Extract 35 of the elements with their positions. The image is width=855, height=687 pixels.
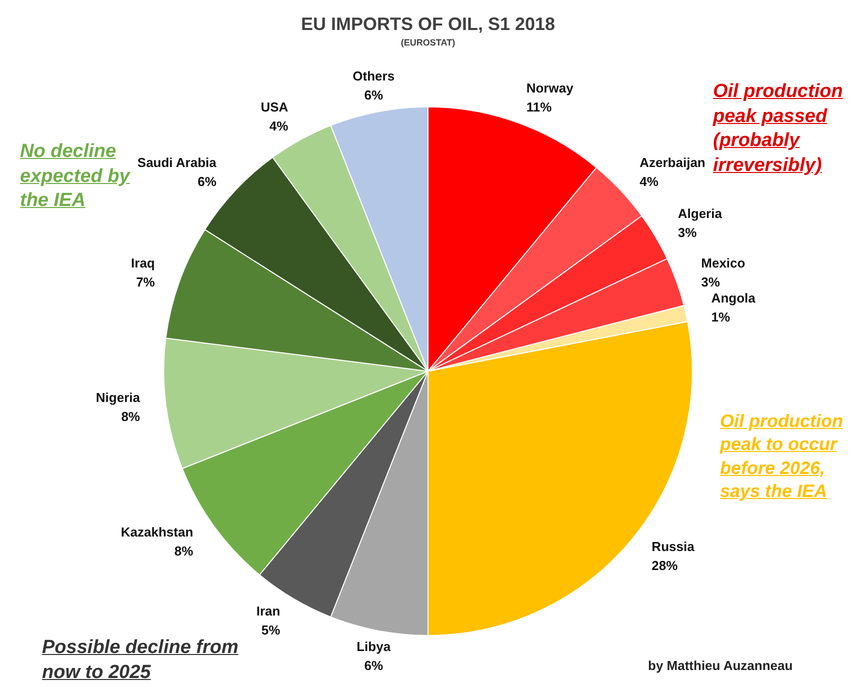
slice-label: Norway [526,80,574,96]
slice-label: Kazakhstan [120,524,194,540]
data-label: 3% [701,274,720,290]
data-label: 6% [364,658,384,673]
slice-label: Others [352,68,395,84]
data-label: 4% [640,174,659,190]
slice-label: Iraq [131,255,155,270]
slice-label: Algeria [678,206,723,222]
text: Oil production peak to occur before 2026, says the IEA [720,410,844,504]
data-label: 8% [174,543,194,558]
data-label: 8% [121,409,140,424]
text: Oil production peak passed (probably irreversibly) [713,80,844,178]
data-label: 5% [261,622,281,638]
slice-label: Iran [256,604,280,619]
data-label: 4% [269,118,289,134]
text: No decline expected by the IEA [20,141,130,212]
text: by Matthieu Auzanneau [648,658,794,675]
slice-label: Nigeria [96,390,141,406]
data-label: 7% [136,274,156,290]
slice-label: Azerbaijan [640,155,706,170]
slice-label: Saudi Arabia [137,155,218,170]
slice-label: Mexico [701,255,746,270]
data-label: 6% [198,174,217,190]
data-label: 1% [711,309,731,324]
data-label: 28% [652,558,678,573]
slice-label: Angola [711,290,756,306]
data-label: 6% [364,88,384,103]
data-label: 3% [678,225,698,240]
slice-label: USA [260,99,289,114]
chart-title: EU IMPORTS OF OIL, S1 2018 [300,14,556,34]
slice-label: Libya [356,638,392,654]
chart-subtitle: (EUROSTAT) [400,37,456,48]
data-label: 11% [526,100,552,115]
text: Possible decline from now to 2025 [42,636,240,685]
slice-label: Russia [652,538,696,554]
